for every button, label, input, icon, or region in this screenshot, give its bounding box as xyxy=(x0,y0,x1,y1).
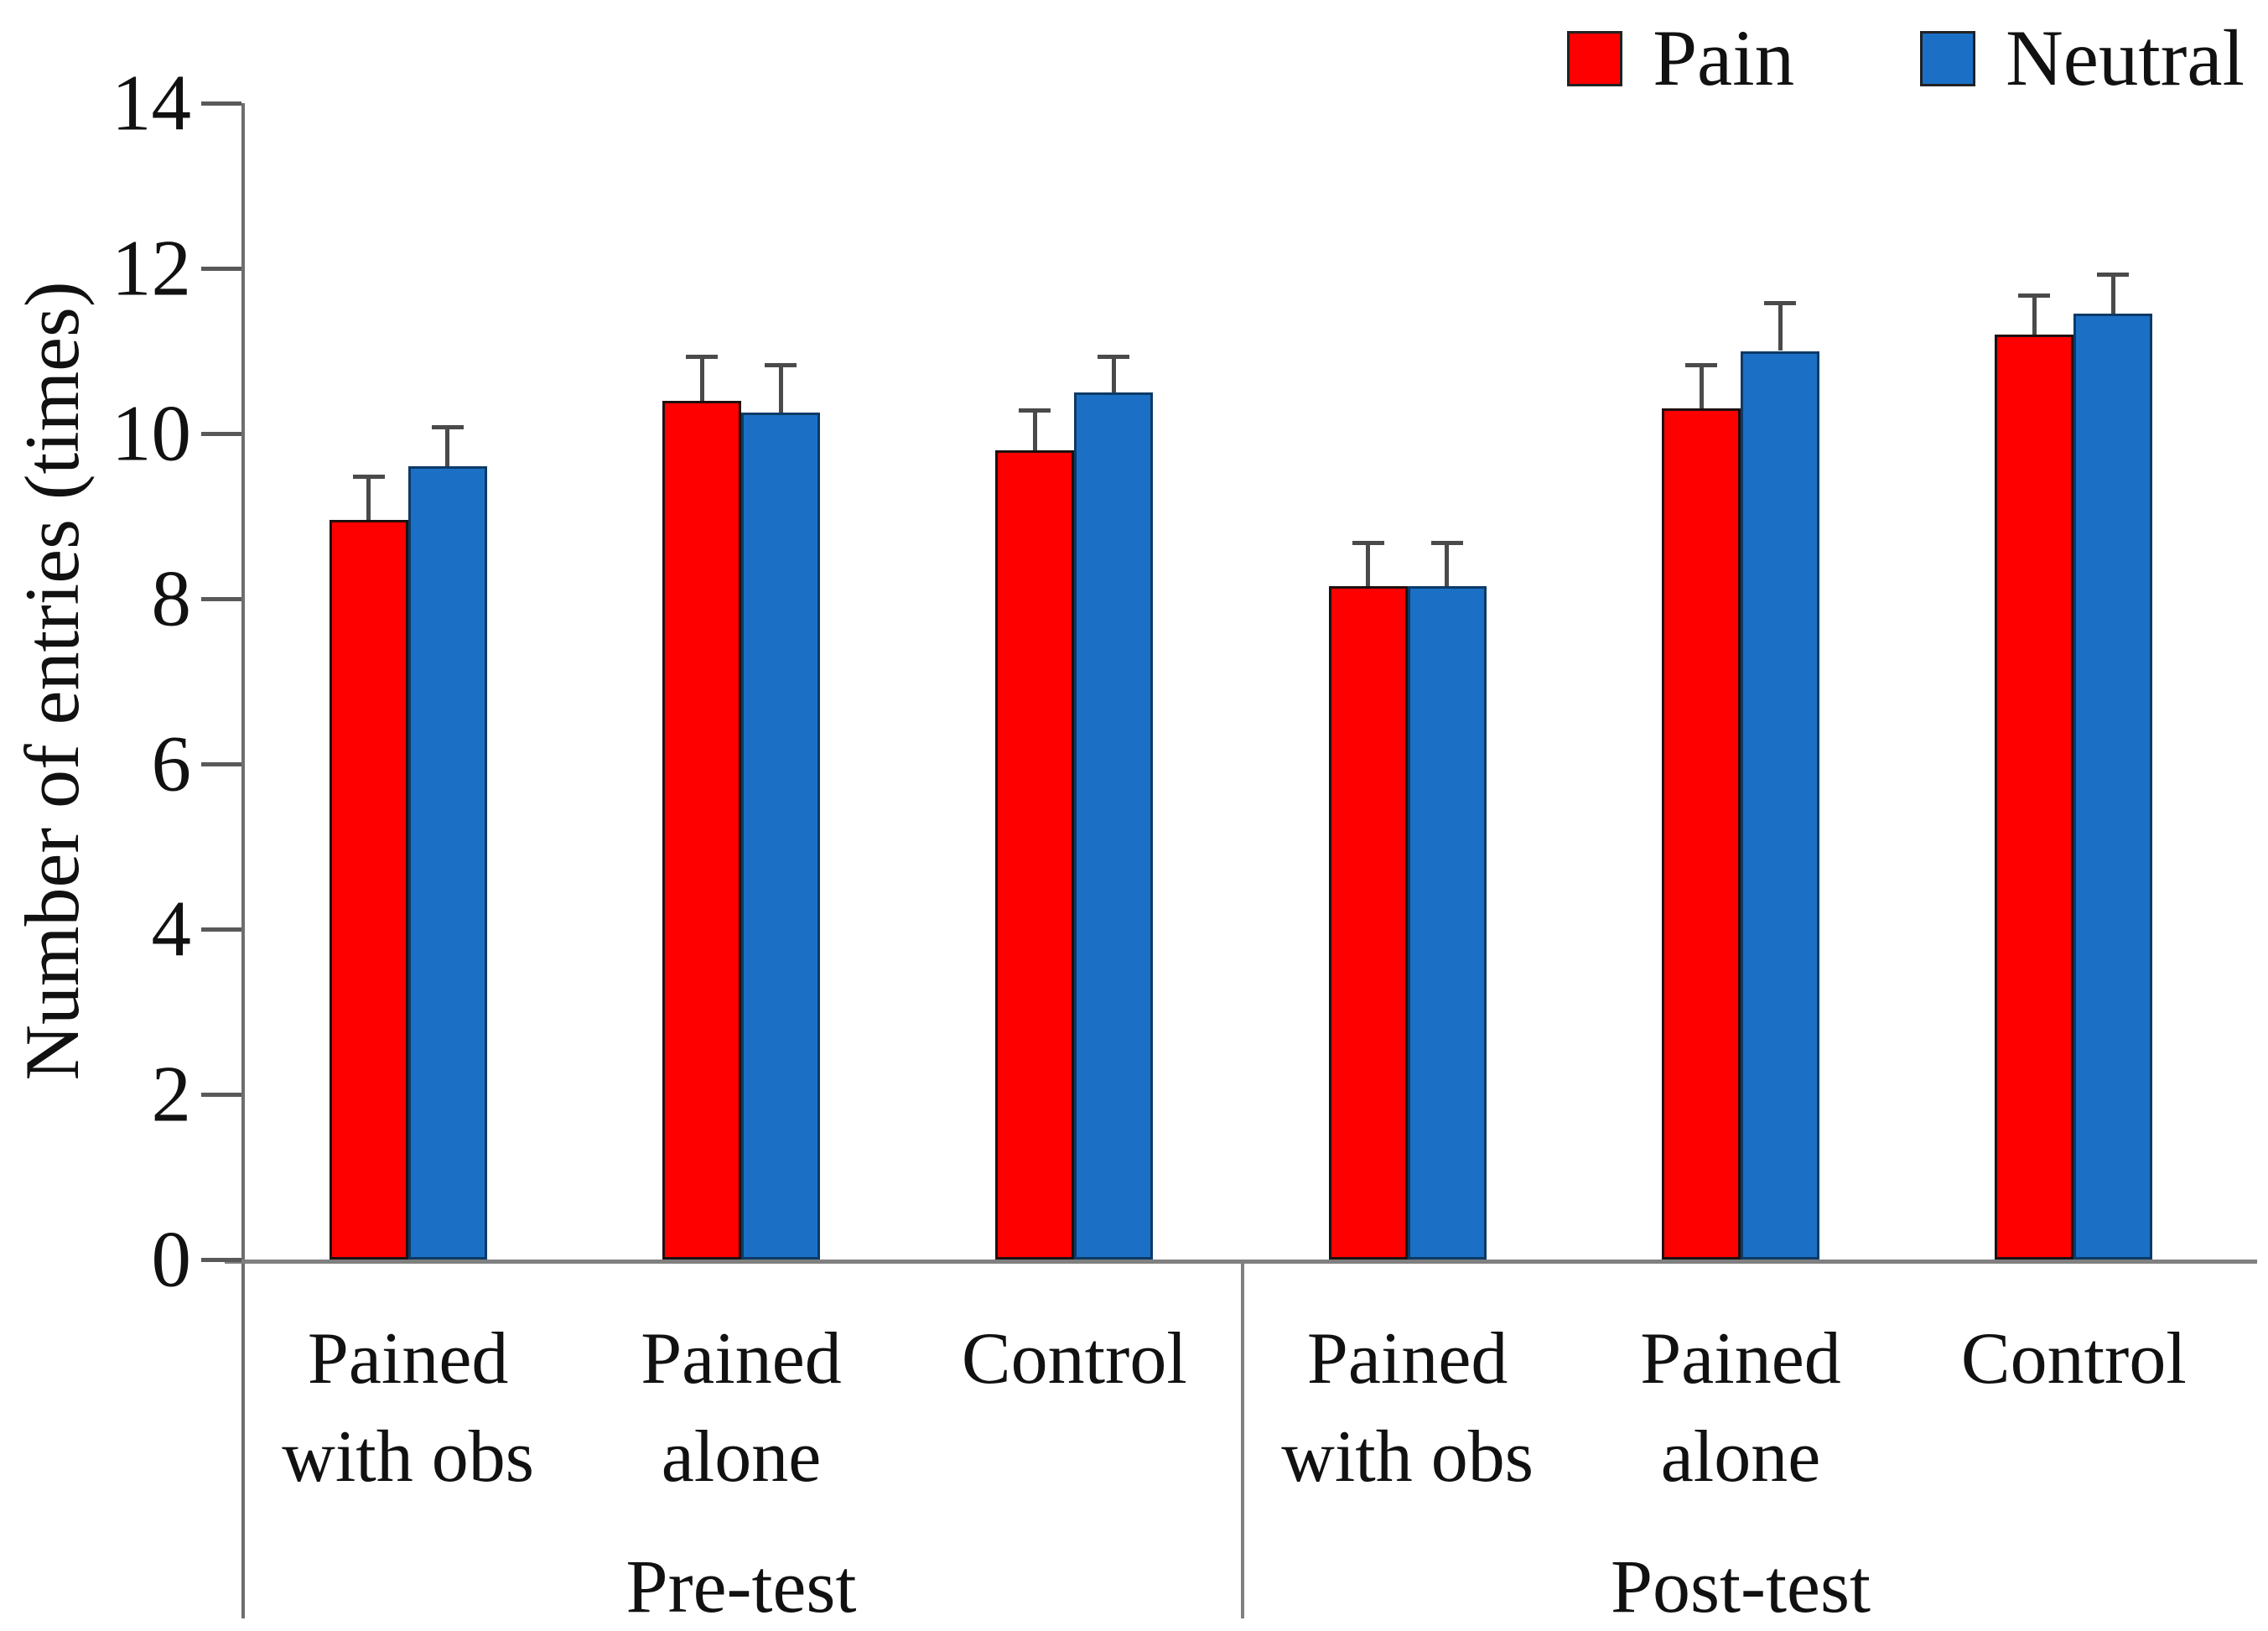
y-tick-label: 10 xyxy=(112,388,191,478)
bar-pain-post-pained-with-obs xyxy=(1328,586,1408,1260)
legend-label-neutral: Neutral xyxy=(2006,13,2245,102)
category-label: Pained with obs xyxy=(1281,1318,1534,1498)
y-tick-label: 0 xyxy=(151,1214,192,1304)
y-tick xyxy=(201,927,241,932)
bar-pain-post-pained-alone xyxy=(1662,408,1741,1260)
bar-neutral-post-control xyxy=(2073,314,2153,1260)
error-bar-cap xyxy=(1098,355,1130,360)
y-tick xyxy=(201,597,241,601)
error-bar xyxy=(1032,408,1037,450)
error-bar xyxy=(1445,541,1450,587)
error-bar-cap xyxy=(765,363,797,368)
bar-neutral-pre-pained-with-obs xyxy=(407,466,487,1260)
y-tick-label: 4 xyxy=(151,884,192,974)
y-tick-label: 8 xyxy=(151,553,192,643)
error-bar xyxy=(1778,301,1783,351)
y-tick-label: 6 xyxy=(151,719,192,808)
error-bar-cap xyxy=(686,355,718,360)
error-bar xyxy=(2032,293,2037,335)
error-bar-cap xyxy=(1430,541,1463,546)
bar-neutral-pre-control xyxy=(1074,392,1154,1260)
section-label-post-test: Post-test xyxy=(1610,1545,1871,1628)
bar-pain-pre-pained-with-obs xyxy=(329,520,408,1260)
y-axis-line xyxy=(241,103,245,1618)
error-bar xyxy=(1366,541,1371,587)
error-bar-cap xyxy=(2097,272,2130,277)
bar-neutral-post-pained-with-obs xyxy=(1407,586,1487,1260)
y-tick xyxy=(201,762,241,766)
error-bar-cap xyxy=(2018,293,2051,298)
bar-pain-post-control xyxy=(1995,334,2074,1260)
error-bar-cap xyxy=(1764,301,1796,306)
y-tick xyxy=(201,267,241,271)
legend-swatch-pain xyxy=(1567,30,1623,86)
bar-pain-pre-pained-alone xyxy=(662,400,741,1260)
bar-neutral-pre-pained-alone xyxy=(741,413,820,1260)
y-tick xyxy=(201,101,241,106)
error-bar xyxy=(445,425,450,467)
error-bar-cap xyxy=(1019,408,1051,413)
category-label: Control xyxy=(1960,1318,2187,1400)
legend-swatch-neutral xyxy=(1920,30,1976,86)
y-tick xyxy=(201,1093,241,1097)
category-label: Pained with obs xyxy=(282,1318,535,1498)
legend: Pain Neutral xyxy=(1567,18,2245,98)
y-tick xyxy=(201,1258,241,1262)
error-bar-cap xyxy=(1352,541,1384,546)
y-tick-label: 14 xyxy=(112,58,191,148)
legend-label-pain: Pain xyxy=(1653,13,1795,102)
error-bar-cap xyxy=(1685,363,1717,368)
bar-pain-pre-control xyxy=(995,449,1075,1260)
category-label: Control xyxy=(961,1318,1187,1400)
y-tick xyxy=(201,432,241,436)
error-bar xyxy=(699,355,704,401)
error-bar xyxy=(778,363,783,413)
y-tick-label: 12 xyxy=(112,223,191,313)
legend-item-neutral: Neutral xyxy=(1920,18,2245,98)
bar-neutral-post-pained-alone xyxy=(1741,351,1819,1260)
section-label-pre-test: Pre-test xyxy=(625,1545,857,1628)
y-tick-label: 2 xyxy=(151,1049,192,1139)
error-bar xyxy=(1699,363,1704,409)
legend-item-pain: Pain xyxy=(1567,18,1794,98)
error-bar-cap xyxy=(352,475,385,480)
category-label: Pained alone xyxy=(1640,1318,1841,1498)
error-bar xyxy=(2110,272,2115,314)
error-bar xyxy=(1111,355,1116,392)
category-label: Pained alone xyxy=(641,1318,842,1498)
error-bar xyxy=(366,475,371,521)
error-bar-cap xyxy=(431,425,464,430)
section-divider xyxy=(1241,1260,1244,1618)
